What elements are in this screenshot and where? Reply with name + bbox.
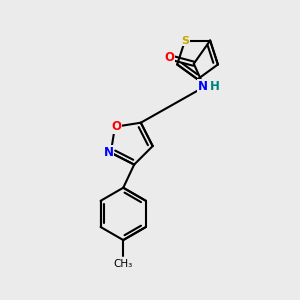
Text: CH₃: CH₃ <box>114 259 133 269</box>
Text: H: H <box>210 80 220 93</box>
Text: O: O <box>164 51 174 64</box>
Text: N: N <box>103 146 113 159</box>
Text: N: N <box>198 80 208 93</box>
Text: O: O <box>111 120 122 133</box>
Text: S: S <box>181 35 189 46</box>
